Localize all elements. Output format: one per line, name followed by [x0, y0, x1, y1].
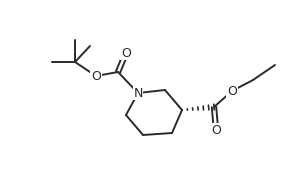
Text: O: O [211, 124, 221, 137]
Text: O: O [227, 85, 237, 97]
Text: O: O [121, 46, 131, 60]
Text: O: O [91, 70, 101, 83]
Text: N: N [133, 87, 143, 100]
